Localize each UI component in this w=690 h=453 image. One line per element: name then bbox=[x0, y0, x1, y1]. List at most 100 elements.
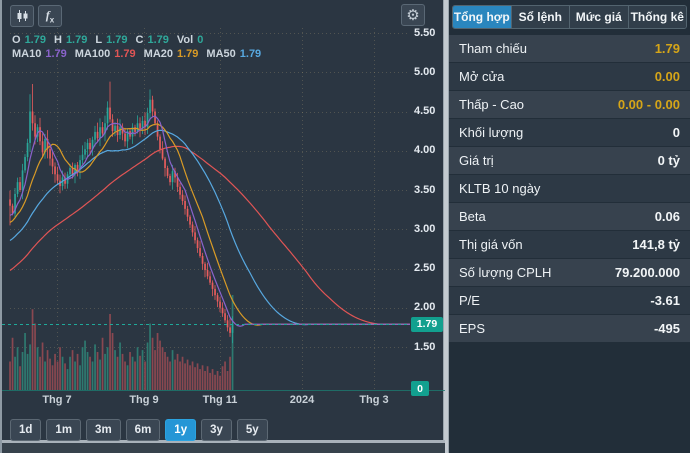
legend-label: O bbox=[12, 34, 21, 46]
info-row: Beta 0.06 bbox=[449, 203, 690, 230]
price-chart-canvas[interactable] bbox=[2, 0, 445, 415]
ohlc-legend-row: O 1.79 H 1.79 L 1.79 C 1.79 Vol 0 bbox=[12, 33, 261, 47]
legend-ma-item: MA20 1.79 bbox=[144, 47, 199, 61]
candlestick-style-button[interactable] bbox=[10, 5, 34, 27]
tab-mức-giá[interactable]: Mức giá bbox=[570, 6, 629, 28]
info-row-label: Thị giá vốn bbox=[459, 237, 523, 252]
legend-label: Vol bbox=[176, 34, 194, 46]
legend-label: MA50 bbox=[206, 48, 236, 60]
chart-section: fx ⚙ O 1.79 H 1.79 L 1.79 C 1.79 Vol 0 MA10 1.79 MA… bbox=[0, 0, 445, 453]
info-row-value: 1.79 bbox=[654, 41, 680, 56]
chart-bottom-border bbox=[2, 440, 445, 443]
timeframe-button-1m[interactable]: 1m bbox=[46, 419, 82, 441]
legend-label: H bbox=[53, 34, 62, 46]
time-axis-label: Thg 9 bbox=[129, 394, 159, 406]
info-row: Khối lượng 0 bbox=[449, 119, 690, 146]
legend-label: MA100 bbox=[74, 48, 111, 60]
price-axis-label: 2.50 bbox=[414, 262, 436, 274]
legend-label: MA20 bbox=[143, 48, 173, 60]
tab-thống-kê[interactable]: Thống kê bbox=[628, 6, 686, 28]
legend-ohlc-item: L 1.79 bbox=[95, 33, 127, 47]
legend-ohlc-item: O 1.79 bbox=[12, 33, 46, 47]
info-row: Giá trị 0 tỷ bbox=[449, 147, 690, 174]
ma-legend-row: MA10 1.79 MA100 1.79 MA20 1.79 MA50 1.79 bbox=[12, 47, 261, 61]
timeframe-button-6m[interactable]: 6m bbox=[125, 419, 161, 441]
time-axis[interactable]: Thg 7 Thg 9 Thg 11 2024 Thg 3 bbox=[2, 394, 445, 408]
price-axis-label: 1.50 bbox=[414, 340, 436, 353]
legend-value: 1.79 bbox=[147, 34, 169, 46]
legend-ma-item: MA100 1.79 bbox=[75, 47, 136, 61]
info-panel-tabs: Tổng hợp Sổ lệnh Mức giá Thống kê bbox=[452, 5, 687, 29]
timeframe-button-3y[interactable]: 3y bbox=[201, 419, 232, 441]
timeframe-button-5y[interactable]: 5y bbox=[236, 419, 268, 441]
fx-icon: fx bbox=[45, 7, 55, 25]
info-row-label: KLTB 10 ngày bbox=[459, 181, 541, 196]
price-axis-label: 4.00 bbox=[414, 144, 436, 157]
legend-value: 1.79 bbox=[114, 48, 136, 60]
legend-ma-item: MA50 1.79 bbox=[206, 47, 261, 61]
price-axis-label: 2.00 bbox=[414, 301, 436, 314]
timeframe-button-1y[interactable]: 1y bbox=[165, 419, 197, 441]
price-axis-label: 3.50 bbox=[414, 183, 436, 196]
info-row-value: 0.00 bbox=[654, 69, 680, 84]
info-row-label: EPS bbox=[459, 321, 486, 336]
time-axis-label: Thg 7 bbox=[42, 394, 72, 406]
info-row-value: 141,8 tỷ bbox=[632, 237, 680, 252]
time-axis-label: Thg 11 bbox=[202, 394, 238, 406]
legend-ohlc-item: C 1.79 bbox=[136, 33, 169, 47]
info-row-value: 0.06 bbox=[654, 209, 680, 224]
legend-label: C bbox=[135, 34, 144, 46]
legend-value: 0 bbox=[197, 34, 204, 46]
info-row-label: Tham chiếu bbox=[459, 41, 527, 56]
info-row-label: Giá trị bbox=[459, 153, 494, 168]
info-row-value: -495 bbox=[653, 321, 680, 336]
tab-tổng-hợp[interactable]: Tổng hợp bbox=[453, 6, 512, 28]
gear-icon: ⚙ bbox=[406, 7, 420, 24]
timeframe-button-3m[interactable]: 3m bbox=[86, 419, 121, 441]
info-rows: Tham chiếu 1.79 Mở cửa 0.00 Thấp - Cao 0.00 -… bbox=[449, 35, 690, 343]
legend-label: L bbox=[95, 34, 103, 46]
chart-bottom-fill bbox=[2, 443, 445, 453]
timeframe-button-1d[interactable]: 1d bbox=[10, 419, 42, 441]
info-row: EPS -495 bbox=[449, 315, 690, 342]
info-row: KLTB 10 ngày bbox=[449, 175, 690, 202]
legend-value: 1.79 bbox=[177, 48, 199, 60]
info-row-label: Thấp - Cao bbox=[459, 97, 525, 112]
info-row-label: P/E bbox=[459, 293, 480, 308]
legend-ohlc-item: H 1.79 bbox=[54, 33, 87, 47]
info-row-label: Số lượng CPLH bbox=[459, 265, 552, 280]
info-row-value: 0.00 - 0.00 bbox=[617, 97, 680, 112]
price-axis-label: 4.50 bbox=[414, 105, 436, 117]
time-axis-label: Thg 3 bbox=[359, 394, 389, 406]
legend-value: 1.79 bbox=[65, 34, 88, 46]
chart-settings-button[interactable]: ⚙ bbox=[401, 4, 425, 26]
price-axis-label: 5.00 bbox=[414, 65, 436, 78]
info-row-value: 79.200.000 bbox=[614, 265, 680, 280]
info-row-value: 0 tỷ bbox=[657, 153, 680, 168]
time-axis-label: 2024 bbox=[289, 394, 315, 406]
price-axis[interactable]: 5.50 5.00 4.50 4.00 3.50 3.00 2.50 2.00 1.50 bbox=[412, 0, 445, 415]
current-volume-badge: 0 bbox=[411, 381, 429, 396]
indicators-fx-button[interactable]: fx bbox=[38, 5, 62, 27]
price-axis-label: 3.00 bbox=[414, 222, 436, 235]
info-row: Số lượng CPLH 79.200.000 bbox=[449, 259, 690, 286]
info-panel: Tổng hợp Sổ lệnh Mức giá Thống kê Tham chiế… bbox=[449, 0, 690, 453]
timeframe-buttons: 1d 1m 3m 6m 1y 3y 5y bbox=[10, 419, 268, 441]
price-axis-label: 5.50 bbox=[414, 26, 436, 39]
info-row: Tham chiếu 1.79 bbox=[449, 35, 690, 62]
info-row-value: 0 bbox=[672, 125, 680, 140]
info-row-label: Khối lượng bbox=[459, 125, 524, 140]
current-price-badge: 1.79 bbox=[411, 316, 443, 332]
tab-sổ-lệnh[interactable]: Sổ lệnh bbox=[511, 6, 570, 28]
info-row: Thị giá vốn 141,8 tỷ bbox=[449, 231, 690, 258]
candlestick-icon bbox=[17, 10, 28, 22]
legend-value: 1.79 bbox=[239, 48, 262, 60]
legend-value: 1.79 bbox=[106, 34, 128, 46]
legend-ma-item: MA10 1.79 bbox=[12, 47, 67, 61]
legend-value: 1.79 bbox=[45, 48, 67, 60]
info-row-value: -3.61 bbox=[650, 293, 680, 308]
legend-ohlc-item: Vol 0 bbox=[177, 33, 203, 47]
legend-label: MA10 bbox=[12, 48, 42, 60]
info-row: Mở cửa 0.00 bbox=[449, 63, 690, 90]
